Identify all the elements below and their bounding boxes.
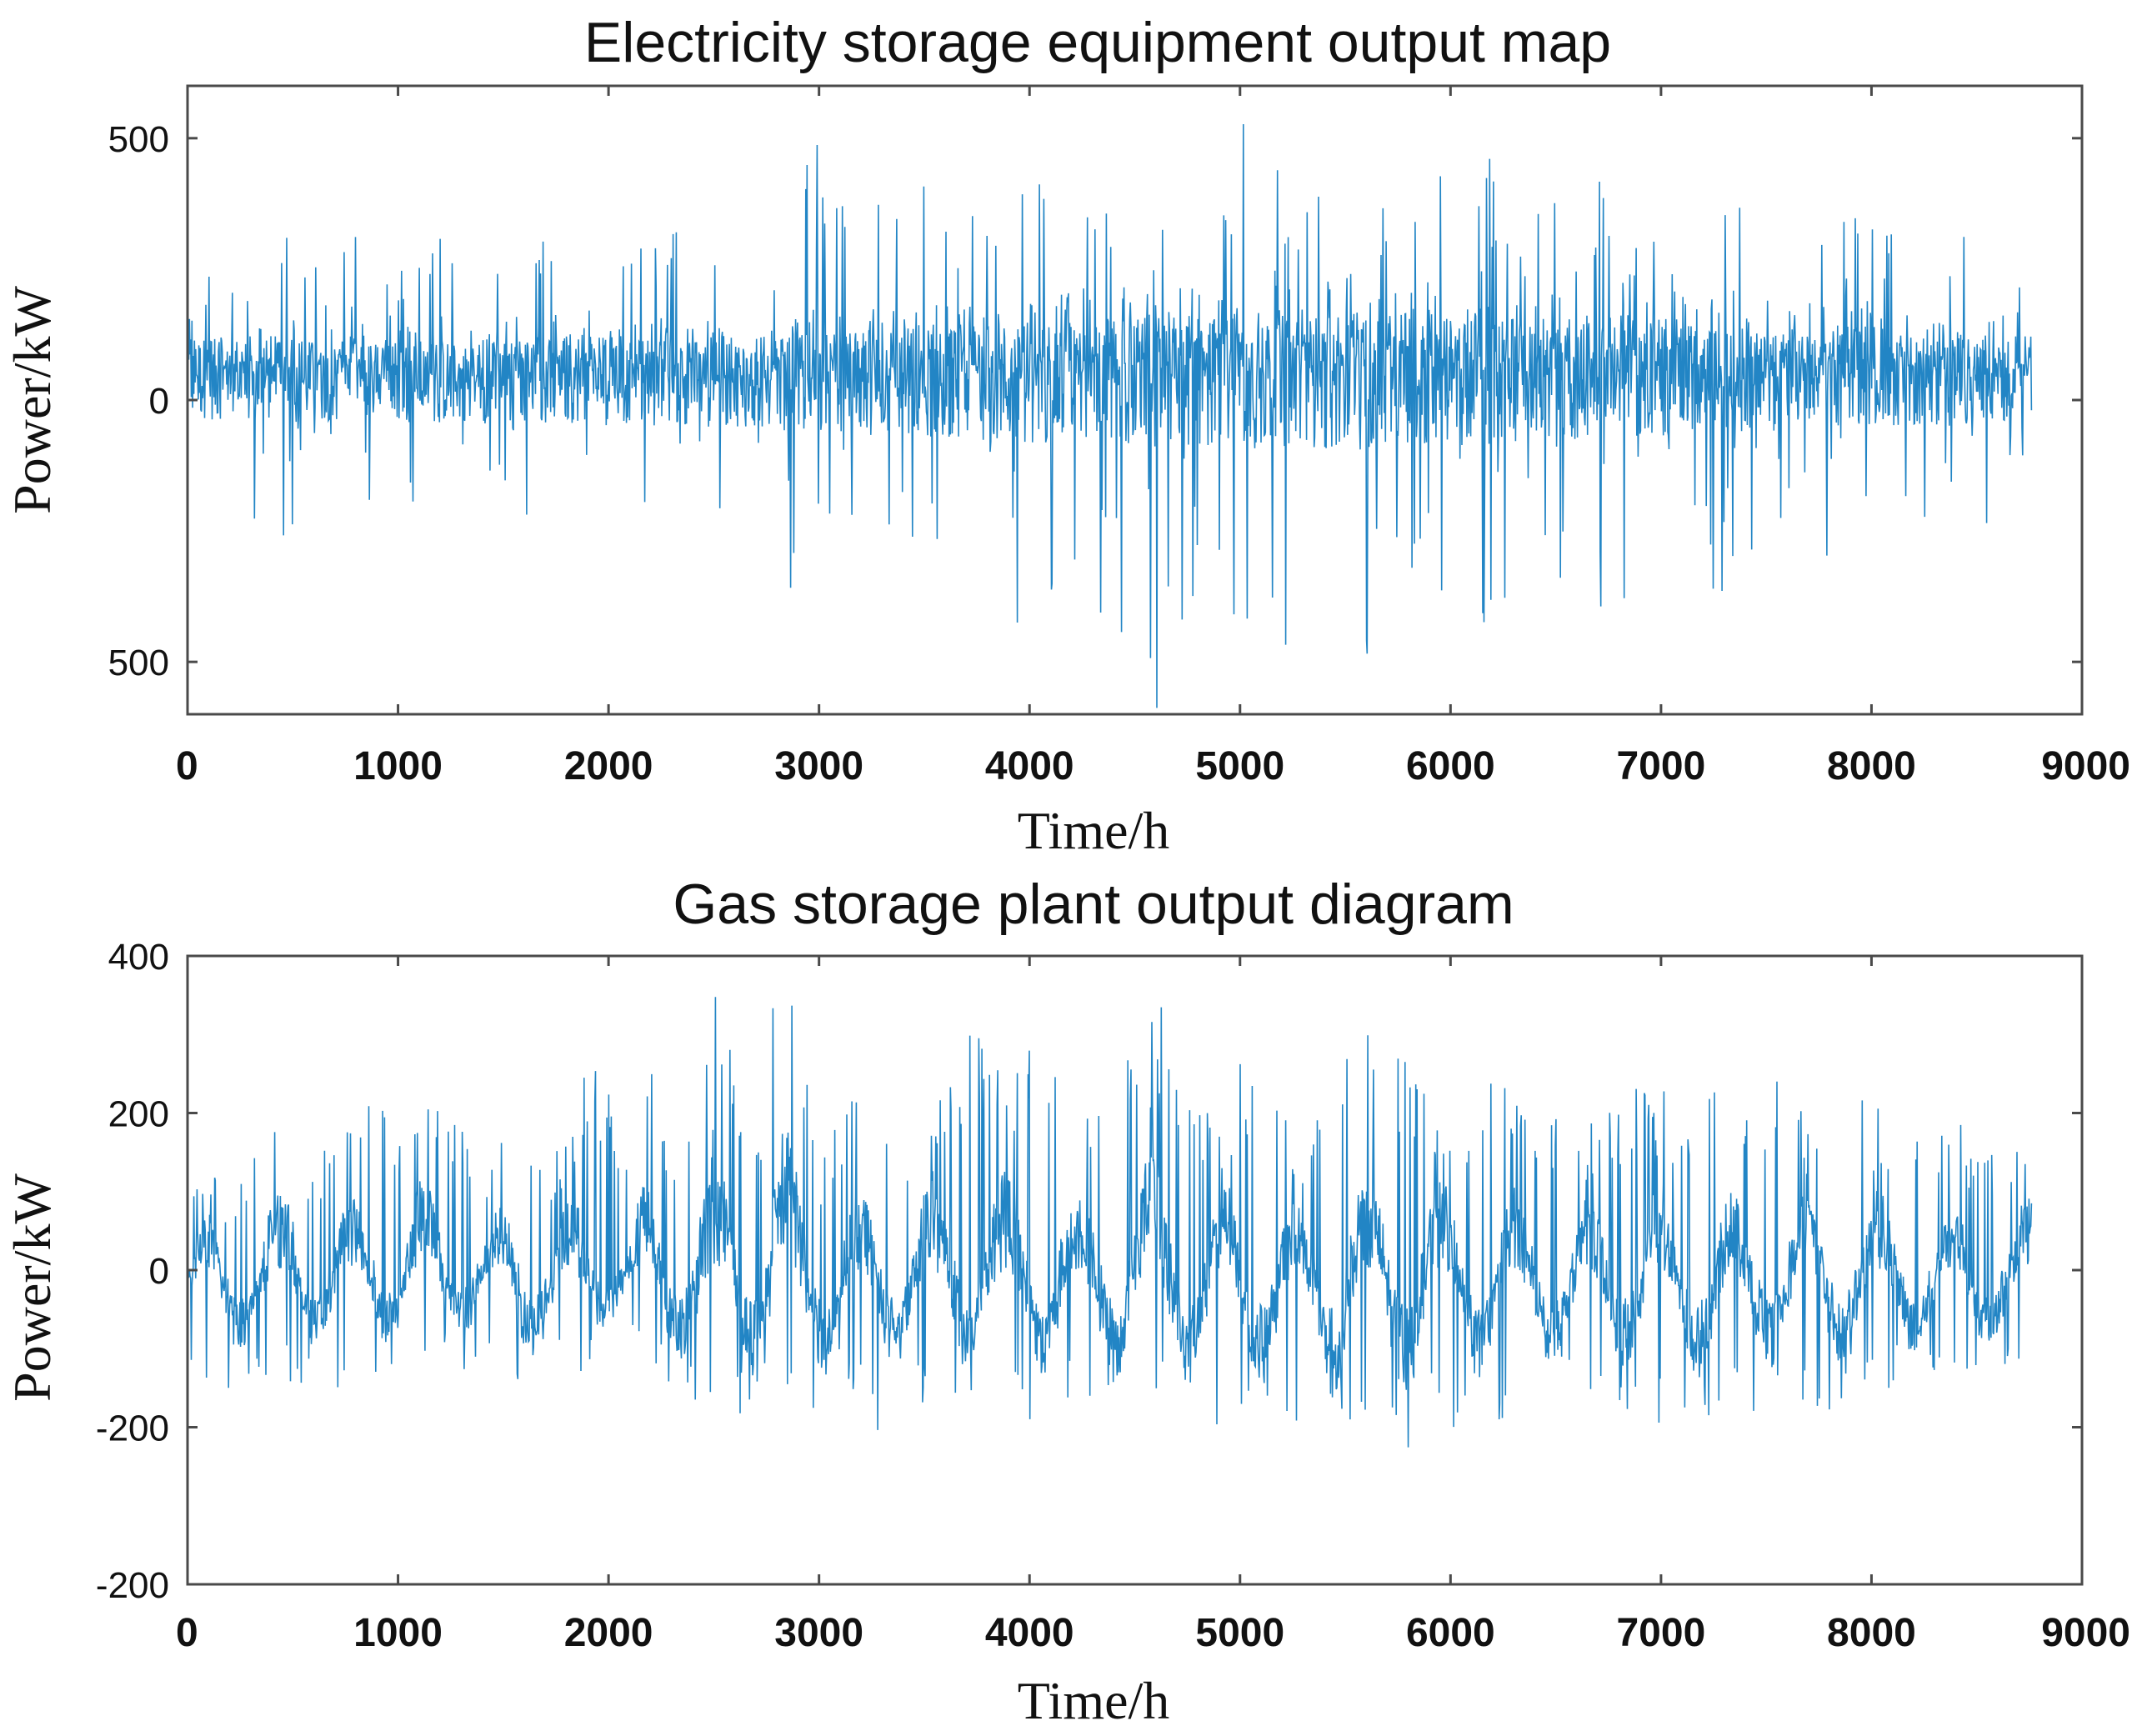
x-tick-label: 3000 <box>774 744 863 788</box>
x-tick-label: 1000 <box>353 744 443 788</box>
y-tick-label: 500 <box>108 643 169 683</box>
x-tick-label: 9000 <box>2041 1611 2130 1655</box>
electricity-x-ticks: 0 1000 2000 3000 4000 5000 6000 7000 8000 9000 <box>176 86 2130 788</box>
gas-x-ticks: 0 1000 2000 3000 4000 5000 6000 7000 8000 9000 <box>176 956 2130 1655</box>
x-tick-label: 7000 <box>1616 1611 1705 1655</box>
chart-title: Electricity storage equipment output map <box>584 11 1611 74</box>
x-tick-label: 5000 <box>1195 744 1284 788</box>
gas-series-line <box>188 997 2033 1448</box>
x-axis-label: Time/h <box>1018 1671 1170 1730</box>
electricity-series-line <box>188 123 2033 708</box>
x-tick-label: 8000 <box>1827 744 1916 788</box>
x-tick-label: 2000 <box>564 744 653 788</box>
y-axis-label: Power/kW <box>3 286 62 514</box>
x-tick-label: 2000 <box>564 1611 653 1655</box>
x-tick-label: 0 <box>176 744 198 788</box>
y-tick-label: 0 <box>149 1251 169 1292</box>
electricity-y-ticks: 500 0 500 <box>108 119 2082 683</box>
x-tick-label: 5000 <box>1195 1611 1284 1655</box>
y-tick-label: 500 <box>108 119 169 160</box>
x-axis-label: Time/h <box>1018 801 1170 860</box>
y-tick-label: 0 <box>149 381 169 422</box>
y-tick-label: 400 <box>108 937 169 978</box>
y-tick-label: 200 <box>108 1094 169 1135</box>
x-tick-label: 9000 <box>2041 744 2130 788</box>
y-tick-label: -200 <box>96 1565 169 1606</box>
gas-y-ticks: 400 200 0 -200 -200 <box>96 937 2082 1606</box>
x-tick-label: 4000 <box>985 1611 1074 1655</box>
x-tick-label: 7000 <box>1616 744 1705 788</box>
gas-plot-area <box>188 997 2033 1448</box>
x-tick-label: 1000 <box>353 1611 443 1655</box>
y-axis-label: Power/kW <box>3 1173 62 1402</box>
y-tick-label: -200 <box>96 1408 169 1449</box>
x-tick-label: 0 <box>176 1611 198 1655</box>
x-tick-label: 6000 <box>1406 744 1495 788</box>
chart-title: Gas storage plant output diagram <box>673 873 1514 936</box>
gas-chart: Gas storage plant output diagram 0 1000 20… <box>3 873 2130 1730</box>
electricity-plot-area <box>188 123 2033 708</box>
x-tick-label: 8000 <box>1827 1611 1916 1655</box>
x-tick-label: 6000 <box>1406 1611 1495 1655</box>
x-tick-label: 3000 <box>774 1611 863 1655</box>
electricity-chart: Electricity storage equipment output map… <box>3 11 2130 860</box>
x-tick-label: 4000 <box>985 744 1074 788</box>
